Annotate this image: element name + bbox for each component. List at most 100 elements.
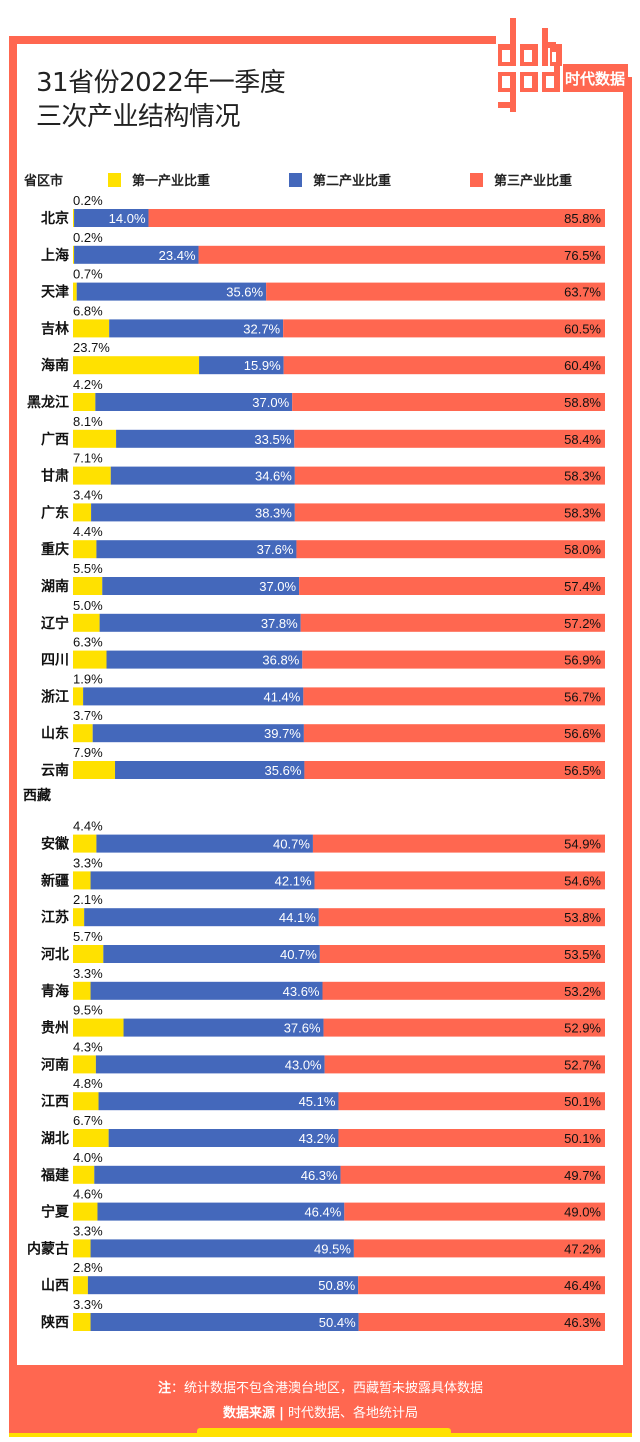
data-label-secondary: 34.6% xyxy=(255,469,292,484)
row-label: 宁夏 xyxy=(41,1204,70,1221)
chart-row: 贵州 9.5% 37.6% 52.9% xyxy=(41,1003,605,1037)
chart-row: 甘肃 7.1% 34.6% 58.3% xyxy=(41,451,605,485)
data-label-tertiary: 58.3% xyxy=(564,469,601,484)
chart-row: 山东 3.7% 39.7% 56.6% xyxy=(41,708,605,743)
bar-tertiary xyxy=(296,540,605,559)
chart-title: 31省份2022年一季度 三次产业结构情况 xyxy=(36,66,286,134)
legend-label-tertiary: 第三产业比重 xyxy=(494,174,573,189)
data-label-secondary: 37.6% xyxy=(284,1021,321,1036)
footer-panel xyxy=(9,1365,632,1433)
row-label: 西藏 xyxy=(23,787,51,804)
bar-secondary xyxy=(115,761,305,779)
data-label-tertiary: 50.1% xyxy=(564,1094,601,1109)
bar-secondary xyxy=(98,1092,339,1111)
data-label-primary: 1.9% xyxy=(73,671,103,686)
data-label-secondary: 15.9% xyxy=(244,358,281,373)
bar-secondary xyxy=(106,650,303,669)
note-text: ：统计数据不包含港澳台地区，西藏暂未披露具体数据 xyxy=(171,1381,484,1396)
row-label: 江西 xyxy=(41,1093,69,1110)
row-label: 上海 xyxy=(41,247,69,264)
data-label-tertiary: 53.2% xyxy=(564,984,601,999)
data-label-primary: 3.7% xyxy=(73,708,103,723)
data-label-primary: 7.9% xyxy=(73,745,103,760)
data-label-secondary: 32.7% xyxy=(243,321,280,336)
chart-row: 江苏 2.1% 44.1% 53.8% xyxy=(41,892,605,927)
source-label: 数据来源 xyxy=(222,1406,275,1421)
bar-secondary xyxy=(110,466,295,485)
data-label-secondary: 43.0% xyxy=(285,1057,322,1072)
bar-primary xyxy=(73,1092,99,1111)
row-label: 新疆 xyxy=(41,872,69,889)
row-label: 重庆 xyxy=(41,541,69,558)
bar-tertiary xyxy=(294,466,605,485)
chart-row: 云南 7.9% 35.6% 56.5% xyxy=(41,745,605,779)
bar-primary xyxy=(73,282,77,301)
bar-tertiary xyxy=(299,577,605,595)
data-label-secondary: 23.4% xyxy=(159,248,196,263)
bar-secondary xyxy=(94,1165,341,1184)
data-label-primary: 5.7% xyxy=(73,929,103,944)
row-label: 广东 xyxy=(41,504,69,521)
bar-tertiary xyxy=(294,429,605,448)
bar-tertiary xyxy=(319,945,605,963)
data-label-tertiary: 60.5% xyxy=(564,321,601,336)
data-label-tertiary: 54.6% xyxy=(564,873,601,888)
bar-tertiary xyxy=(302,650,605,669)
row-label: 海南 xyxy=(41,357,69,374)
row-label: 天津 xyxy=(41,284,69,301)
legend-label-primary: 第一产业比重 xyxy=(132,174,211,189)
bar-secondary xyxy=(109,319,284,338)
bar-primary xyxy=(73,356,200,375)
data-label-tertiary: 58.3% xyxy=(564,505,601,520)
row-label: 湖北 xyxy=(41,1131,69,1147)
bar-tertiary xyxy=(303,724,605,743)
bar-secondary xyxy=(92,724,304,743)
data-label-tertiary: 58.0% xyxy=(564,542,601,557)
bar-primary xyxy=(73,981,91,1000)
data-label-secondary: 44.1% xyxy=(279,910,316,925)
bar-secondary xyxy=(90,1239,354,1258)
bar-primary xyxy=(73,503,92,522)
data-label-primary: 3.3% xyxy=(73,855,103,870)
data-label-tertiary: 57.2% xyxy=(564,616,601,631)
bar-secondary xyxy=(74,245,199,264)
chart-row: 陕西 3.3% 50.4% 46.3% xyxy=(41,1297,605,1331)
datagod-logo: 时代数据 xyxy=(488,14,628,114)
data-label-tertiary: 63.7% xyxy=(564,285,601,300)
row-label: 浙江 xyxy=(41,688,69,705)
bar-primary xyxy=(73,945,104,963)
bar-primary xyxy=(73,466,111,485)
data-label-secondary: 35.6% xyxy=(226,285,263,300)
logo-brand-text: 时代数据 xyxy=(565,70,625,88)
bar-tertiary xyxy=(323,1018,605,1037)
data-label-primary: 6.8% xyxy=(73,303,103,318)
data-label-tertiary: 54.9% xyxy=(564,837,601,852)
data-label-primary: 4.2% xyxy=(73,377,103,392)
bar-primary xyxy=(73,209,75,227)
data-label-tertiary: 56.6% xyxy=(564,726,601,741)
chart-row: 广西 8.1% 33.5% 58.4% xyxy=(41,414,605,448)
bar-tertiary xyxy=(283,356,605,375)
bar-primary xyxy=(73,1129,109,1147)
row-label: 青海 xyxy=(41,983,69,1000)
data-label-primary: 7.1% xyxy=(73,451,103,466)
data-label-primary: 5.0% xyxy=(73,598,103,613)
legend-swatch-primary xyxy=(108,172,121,187)
bar-secondary xyxy=(83,687,304,706)
chart-row: 河南 4.3% 43.0% 52.7% xyxy=(41,1039,605,1074)
legend-item-secondary: 第二产业比重 xyxy=(289,170,391,189)
row-label: 贵州 xyxy=(41,1020,69,1037)
bar-secondary xyxy=(96,834,313,853)
bar-primary xyxy=(73,1165,95,1184)
data-label-secondary: 33.5% xyxy=(254,432,291,447)
data-label-tertiary: 57.4% xyxy=(564,579,601,594)
title-line-1: 31省份2022年一季度 xyxy=(36,68,286,98)
bar-primary xyxy=(73,650,107,669)
row-label: 福建 xyxy=(40,1167,69,1184)
bar-secondary xyxy=(103,945,320,963)
bar-secondary xyxy=(87,1276,359,1295)
bar-tertiary xyxy=(294,503,605,522)
data-label-primary: 4.3% xyxy=(73,1039,103,1054)
bar-tertiary xyxy=(300,613,605,632)
row-label: 广西 xyxy=(41,431,69,448)
